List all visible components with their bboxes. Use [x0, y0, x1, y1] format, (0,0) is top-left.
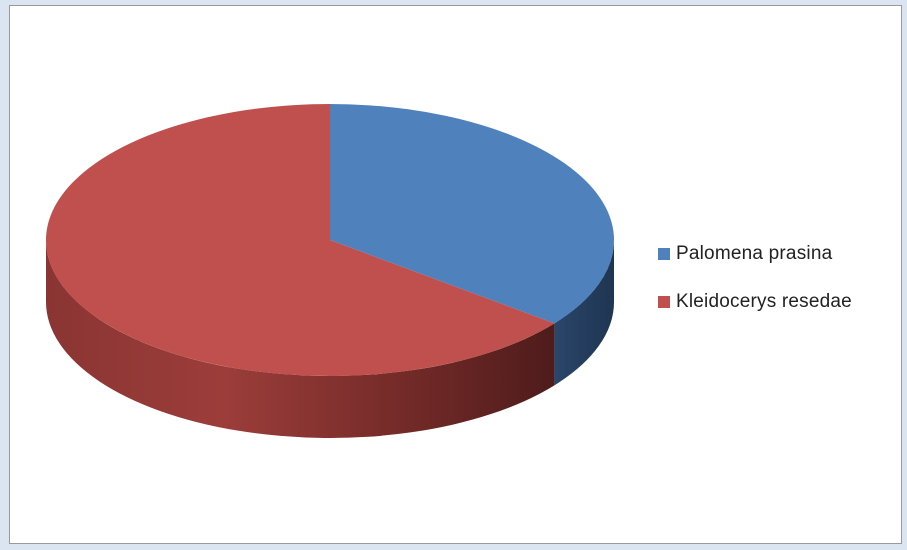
legend-label: Kleidocerys resedae: [676, 291, 852, 312]
legend: Palomena prasina Kleidocerys resedae: [658, 243, 852, 340]
pie-slices: [45, 104, 614, 376]
pie-side-walls: [46, 240, 614, 438]
legend-item-palomena-prasina: Palomena prasina: [658, 243, 852, 264]
legend-item-kleidocerys-resedae: Kleidocerys resedae: [658, 291, 852, 312]
legend-swatch-blue: [658, 248, 670, 260]
pie-slice-palomena-prasina: [330, 104, 614, 324]
legend-swatch-red: [658, 296, 670, 308]
pie-side-kleidocerys-resedae: [46, 240, 555, 438]
pie-side-palomena-prasina: [554, 240, 614, 386]
pie-slice-kleidocerys-resedae: [45, 104, 555, 376]
legend-label: Palomena prasina: [676, 243, 833, 264]
